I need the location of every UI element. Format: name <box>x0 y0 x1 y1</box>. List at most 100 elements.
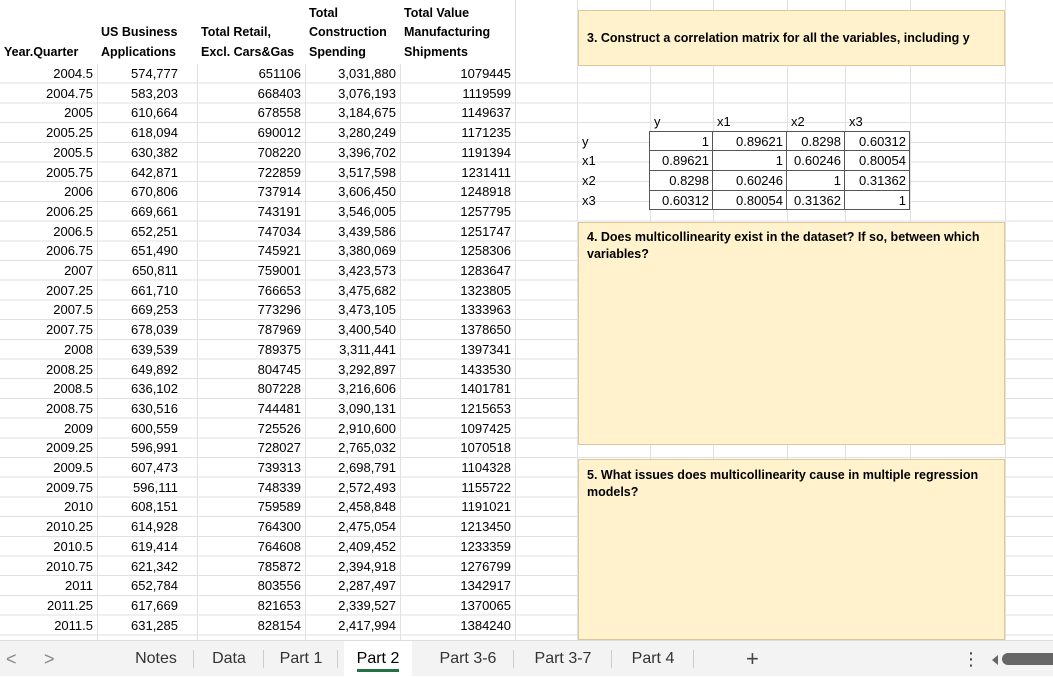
table-cell[interactable]: 821653 <box>257 597 301 613</box>
table-cell[interactable]: 2,475,054 <box>338 519 396 535</box>
correlation-column-label[interactable]: x1 <box>717 114 731 129</box>
table-cell[interactable]: 651,490 <box>131 243 178 259</box>
table-cell[interactable]: 1370065 <box>460 597 511 613</box>
correlation-column-label[interactable]: x2 <box>791 114 805 129</box>
correlation-cell[interactable]: 0.80054 <box>712 189 787 211</box>
table-cell[interactable]: 1079445 <box>460 66 511 81</box>
spreadsheet-grid[interactable]: Year.Quarter US Business Applications Total… <box>0 0 1053 640</box>
table-cell[interactable]: 1257795 <box>460 203 511 219</box>
table-cell[interactable]: 759001 <box>257 263 301 278</box>
table-cell[interactable]: 1231411 <box>461 164 511 180</box>
table-cell[interactable]: 2,765,032 <box>338 440 396 456</box>
table-cell[interactable]: 3,090,131 <box>338 400 396 416</box>
correlation-cell[interactable]: 1 <box>649 130 713 152</box>
table-cell[interactable]: 2,698,791 <box>338 460 396 475</box>
table-cell[interactable]: 3,423,573 <box>338 263 396 278</box>
question-3-box[interactable]: 3. Construct a correlation matrix for al… <box>578 10 1005 66</box>
table-cell[interactable]: 649,892 <box>131 361 178 377</box>
table-cell[interactable]: 2,458,848 <box>338 499 396 515</box>
table-cell[interactable]: 678558 <box>257 105 301 121</box>
table-cell[interactable]: 3,280,249 <box>338 125 396 141</box>
table-cell[interactable]: 607,473 <box>131 460 178 475</box>
correlation-cell[interactable]: 0.89621 <box>649 150 713 172</box>
sheet-tab-data[interactable]: Data <box>194 641 264 677</box>
sheet-tab-part-4[interactable]: Part 4 <box>612 641 694 677</box>
scroll-left-icon[interactable] <box>992 655 998 665</box>
table-cell[interactable]: 2010.75 <box>46 558 93 574</box>
table-cell[interactable]: 1149637 <box>461 105 511 121</box>
correlation-cell[interactable]: 1 <box>844 189 910 211</box>
correlation-row-label[interactable]: y <box>582 133 589 149</box>
table-cell[interactable]: 1104328 <box>461 460 511 475</box>
table-cell[interactable]: 574,777 <box>131 66 178 81</box>
column-header[interactable]: Year.Quarter <box>0 0 97 64</box>
table-cell[interactable]: 1171235 <box>461 125 511 141</box>
table-cell[interactable]: 745921 <box>257 243 301 259</box>
table-cell[interactable]: 2008 <box>64 341 93 357</box>
correlation-column-label[interactable]: y <box>654 114 661 129</box>
table-cell[interactable]: 2010 <box>64 499 93 515</box>
table-cell[interactable]: 708220 <box>257 144 301 160</box>
table-cell[interactable]: 1155722 <box>461 479 511 495</box>
table-cell[interactable]: 651106 <box>258 66 301 81</box>
table-cell[interactable]: 2011.5 <box>54 617 93 633</box>
table-cell[interactable]: 2004.75 <box>46 85 93 101</box>
question-5-box[interactable]: 5. What issues does multicollinearity ca… <box>578 459 1005 640</box>
correlation-cell[interactable]: 1 <box>786 170 845 191</box>
table-cell[interactable]: 804745 <box>257 361 301 377</box>
table-cell[interactable]: 2011.25 <box>46 597 93 613</box>
table-cell[interactable]: 1070518 <box>460 440 511 456</box>
table-cell[interactable]: 618,094 <box>131 125 178 141</box>
table-cell[interactable]: 630,516 <box>131 400 178 416</box>
table-cell[interactable]: 690012 <box>257 125 301 141</box>
table-cell[interactable]: 2006.25 <box>46 203 93 219</box>
sheet-tab-part-3-7[interactable]: Part 3-7 <box>514 641 612 677</box>
table-cell[interactable]: 2005 <box>64 105 93 121</box>
table-cell[interactable]: 722859 <box>257 164 301 180</box>
table-cell[interactable]: 2004.5 <box>53 66 93 81</box>
table-cell[interactable]: 1323805 <box>460 282 511 298</box>
table-cell[interactable]: 2009 <box>64 420 93 436</box>
table-cell[interactable]: 2009.75 <box>46 479 93 495</box>
table-cell[interactable]: 1191394 <box>461 144 511 160</box>
table-cell[interactable]: 764608 <box>257 538 301 554</box>
correlation-cell[interactable]: 0.8298 <box>786 130 845 152</box>
table-cell[interactable]: 2,910,600 <box>338 420 396 436</box>
table-cell[interactable]: 2008.5 <box>53 381 93 397</box>
table-cell[interactable]: 1215653 <box>460 400 511 416</box>
column-header[interactable]: Total Retail, Excl. Cars&Gas <box>197 0 305 64</box>
table-cell[interactable]: 789375 <box>257 341 301 357</box>
table-cell[interactable]: 1233359 <box>460 538 511 554</box>
table-cell[interactable]: 600,559 <box>131 420 178 436</box>
table-cell[interactable]: 1342917 <box>460 578 511 594</box>
table-cell[interactable]: 828154 <box>257 617 301 633</box>
table-cell[interactable]: 785872 <box>257 558 301 574</box>
table-cell[interactable]: 3,076,193 <box>338 85 396 101</box>
table-cell[interactable]: 1097425 <box>460 420 511 436</box>
table-cell[interactable]: 764300 <box>257 519 301 535</box>
next-sheet-button[interactable]: > <box>44 649 55 669</box>
correlation-cell[interactable]: 0.31362 <box>786 189 845 211</box>
table-cell[interactable]: 630,382 <box>131 144 178 160</box>
table-cell[interactable]: 1248918 <box>460 184 511 200</box>
table-cell[interactable]: 2008.75 <box>46 400 93 416</box>
table-cell[interactable]: 2005.75 <box>46 164 93 180</box>
table-cell[interactable]: 744481 <box>257 400 301 416</box>
table-cell[interactable]: 3,546,005 <box>338 203 396 219</box>
table-cell[interactable]: 669,253 <box>131 302 178 318</box>
table-cell[interactable]: 3,400,540 <box>338 322 396 338</box>
table-cell[interactable]: 2,339,527 <box>338 597 396 613</box>
table-cell[interactable]: 583,203 <box>131 85 178 101</box>
table-cell[interactable]: 1213450 <box>460 519 511 535</box>
column-header[interactable]: Total Construction Spending <box>305 0 400 64</box>
correlation-cell[interactable]: 0.31362 <box>844 170 910 191</box>
table-cell[interactable]: 2010.25 <box>46 519 93 535</box>
table-cell[interactable]: 2009.5 <box>53 460 93 475</box>
table-cell[interactable]: 678,039 <box>131 322 178 338</box>
table-cell[interactable]: 1378650 <box>460 322 511 338</box>
correlation-cell[interactable]: 0.80054 <box>844 150 910 172</box>
correlation-row-label[interactable]: x1 <box>582 153 596 169</box>
table-cell[interactable]: 2,409,452 <box>338 538 396 554</box>
table-cell[interactable]: 2010.5 <box>53 538 93 554</box>
table-cell[interactable]: 2009.25 <box>46 440 93 456</box>
